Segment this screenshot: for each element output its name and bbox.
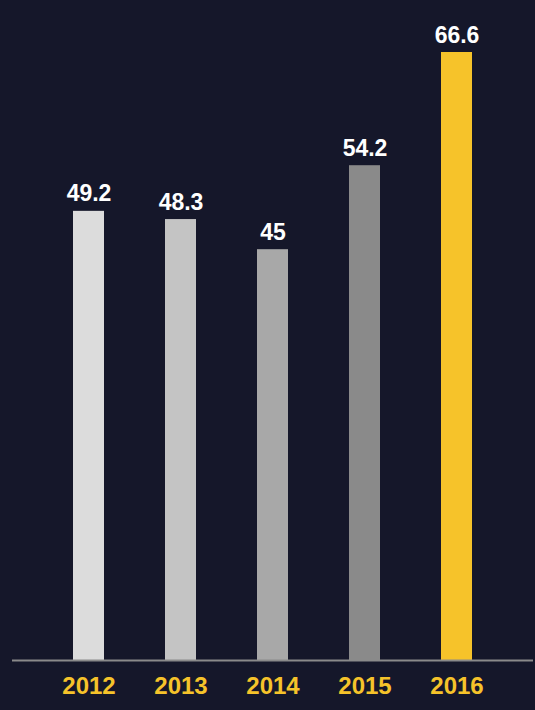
svg-text:2014: 2014 (246, 672, 300, 699)
svg-text:2015: 2015 (338, 672, 391, 699)
svg-text:49.2: 49.2 (67, 180, 112, 206)
svg-text:2012: 2012 (62, 672, 115, 699)
svg-text:54.2: 54.2 (343, 135, 388, 161)
svg-text:2013: 2013 (154, 672, 207, 699)
svg-text:66.6: 66.6 (435, 22, 480, 48)
svg-text:45: 45 (260, 219, 286, 245)
svg-text:2016: 2016 (430, 672, 483, 699)
svg-text:48.3: 48.3 (159, 189, 204, 215)
